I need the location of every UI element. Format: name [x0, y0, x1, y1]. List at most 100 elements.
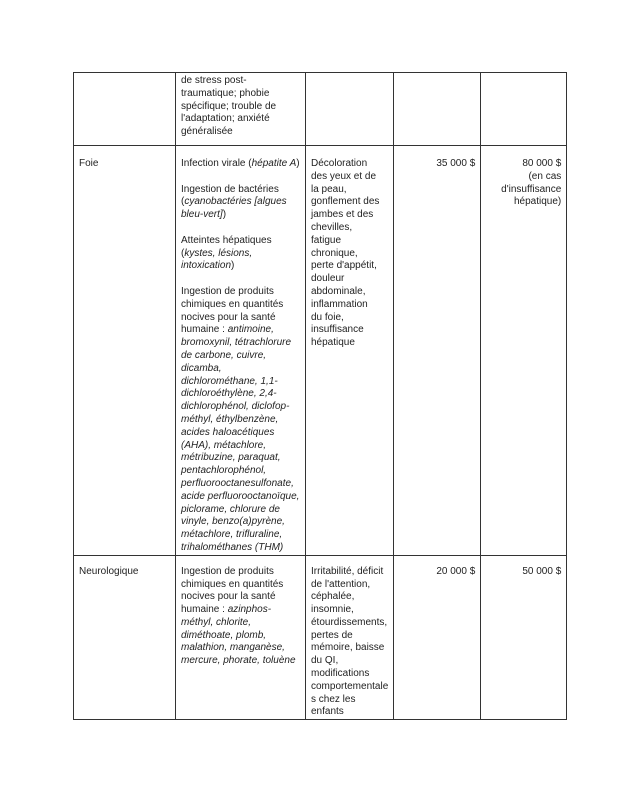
paragraph: 80 000 $ (en cas d'insuffisance hépatique)	[486, 158, 561, 209]
text-line: trihalométhanes (THM)	[181, 541, 284, 553]
text-line: hépatique	[311, 337, 355, 349]
cell-amount-max: 80 000 $ (en cas d'insuffisance hépatique)	[480, 145, 568, 556]
text-line: Neurologique	[79, 565, 139, 577]
cell-cause: de stress post-traumatique; phobie spécif…	[175, 72, 306, 146]
text-line: métribuzine, paraquat,	[181, 452, 281, 464]
text-line: acides haloacétiques	[181, 426, 275, 438]
text-line: mercure, phorate, toluène	[181, 655, 296, 667]
table-row: de stress post-traumatique; phobie spécif…	[73, 72, 568, 146]
cell-amount-max: 50 000 $	[480, 554, 568, 721]
text-line: Irritabilité, déficit	[311, 565, 384, 577]
compensation-table: de stress post-traumatique; phobie spécif…	[73, 72, 568, 721]
cell-category: Neurologique	[73, 554, 176, 721]
cell-amount-min: 20 000 $	[393, 554, 482, 721]
text-line: piclorame, chlorure de	[181, 503, 280, 515]
text-line: nocives pour la santé	[181, 591, 276, 603]
text-line: vinyle, benzo(a)pyrène,	[181, 516, 285, 528]
text-line: chimiques en quantités	[181, 298, 284, 310]
text-line: hépatique)	[514, 196, 562, 208]
text-line: (cyanobactéries [algues	[181, 196, 287, 208]
text-line: l'adaptation; anxiété	[181, 113, 270, 125]
text-line: malathion, manganèse,	[181, 642, 285, 654]
text-line: nocives pour la santé	[181, 311, 276, 323]
cell-amount-min	[393, 72, 482, 146]
text-line: de carbone, cuivre,	[181, 349, 267, 361]
text-line: insomnie,	[311, 604, 354, 616]
text-line: modifications	[311, 668, 370, 680]
paragraph: Atteintes hépatiques (kystes, lésions, int…	[181, 235, 300, 273]
text-line: perfluorooctanesulfonate,	[181, 477, 294, 489]
text-line: de l'attention,	[311, 578, 371, 590]
text-line: traumatique; phobie	[181, 87, 270, 99]
text-line: insuffisance	[311, 324, 364, 336]
text-line: du foie,	[311, 311, 344, 323]
text-line: fatigue	[311, 234, 342, 246]
cell-symptoms: Irritabilité, déficit de l'attention, céph…	[304, 554, 395, 721]
cell-symptoms: Décoloration des yeux et de la peau, gonfle…	[304, 145, 395, 556]
text-line: dicamba,	[181, 362, 222, 374]
text-line: jambes et des	[311, 209, 374, 221]
text-line: pentachlorophénol,	[181, 465, 267, 477]
text-line: (AHA), métachlore,	[181, 439, 267, 451]
table-row: Foie Infection virale (hépatite A) Ingesti…	[73, 145, 568, 556]
paragraph: Ingestion de produits chimiques en quanti…	[181, 286, 300, 555]
text-line: abdominale,	[311, 285, 366, 297]
cell-category: Foie	[73, 145, 176, 556]
cell-amount-max	[480, 72, 568, 146]
text-line: Décoloration	[311, 158, 368, 169]
text-line: Infection virale (hépatite A)	[181, 158, 300, 169]
text-line: généralisée	[181, 126, 233, 138]
text-line: Ingestion de produits	[181, 565, 274, 577]
text-line: métachlore, trifluraline,	[181, 529, 283, 541]
paragraph: Irritabilité, déficit de l'attention, céph…	[311, 566, 388, 720]
cell-amount-min: 35 000 $	[393, 145, 482, 556]
text-line: des yeux et de	[311, 170, 377, 182]
text-line: s chez les	[311, 693, 356, 705]
text-line: enfants	[311, 706, 344, 718]
text-line: diméthoate, plomb,	[181, 629, 267, 641]
paragraph: Ingestion de bactéries (cyanobactéries [a…	[181, 184, 300, 222]
text-line: douleur	[311, 273, 345, 285]
text-line: Foie	[79, 158, 99, 169]
table-row: Neurologique Ingestion de produits chimiqu…	[73, 554, 568, 721]
text-line: d'insuffisance	[501, 183, 562, 195]
text-line: 35 000 $	[436, 158, 476, 169]
text-line: étourdissements,	[311, 616, 388, 628]
text-line: inflammation	[311, 298, 368, 310]
text-line: (en cas	[528, 170, 562, 182]
text-line: Ingestion de bactéries	[181, 183, 279, 195]
cell-cause: Infection virale (hépatite A) Ingestion d…	[175, 145, 306, 556]
paragraph: de stress post-traumatique; phobie spécif…	[181, 75, 300, 139]
text-line: dichloroéthylène, 2,4-	[181, 388, 277, 400]
text-line: chimiques en quantités	[181, 578, 284, 590]
text-line: céphalée,	[311, 591, 355, 603]
text-line: méthyl, chlorite,	[181, 616, 252, 628]
paragraph: 50 000 $	[486, 566, 561, 579]
text-line: mémoire, baisse	[311, 642, 385, 654]
text-line: de stress post-	[181, 75, 247, 86]
text-line: 80 000 $	[522, 158, 562, 169]
text-line: Atteintes hépatiques	[181, 234, 272, 246]
text-line: chevilles,	[311, 221, 353, 233]
text-line: bromoxynil, tétrachlorure	[181, 337, 292, 349]
text-line: dichlorométhane, 1,1-	[181, 375, 278, 387]
paragraph: Décoloration des yeux et de la peau, gonfle…	[311, 158, 388, 350]
text-line: bleu-vert])	[181, 209, 227, 221]
text-line: spécifique; trouble de	[181, 100, 277, 112]
text-line: chronique,	[311, 247, 358, 259]
text-line: acide perfluorooctanoïque,	[181, 490, 300, 502]
text-line: méthyl, éthylbenzène,	[181, 413, 279, 425]
text-line: pertes de	[311, 629, 353, 641]
paragraph: Foie	[79, 158, 170, 171]
text-line: 50 000 $	[522, 565, 562, 577]
text-line: du QI,	[311, 655, 339, 667]
cell-symptoms	[304, 72, 395, 146]
text-line: dichlorophénol, diclofop-	[181, 401, 290, 413]
paragraph: 35 000 $	[399, 158, 475, 171]
text-line: comportementale	[311, 680, 389, 692]
paragraph: Neurologique	[79, 566, 170, 579]
text-line: Ingestion de produits	[181, 285, 274, 297]
cell-cause: Ingestion de produits chimiques en quanti…	[175, 554, 306, 721]
text-line: gonflement des	[311, 196, 380, 208]
text-line: (kystes, lésions,	[181, 247, 253, 259]
